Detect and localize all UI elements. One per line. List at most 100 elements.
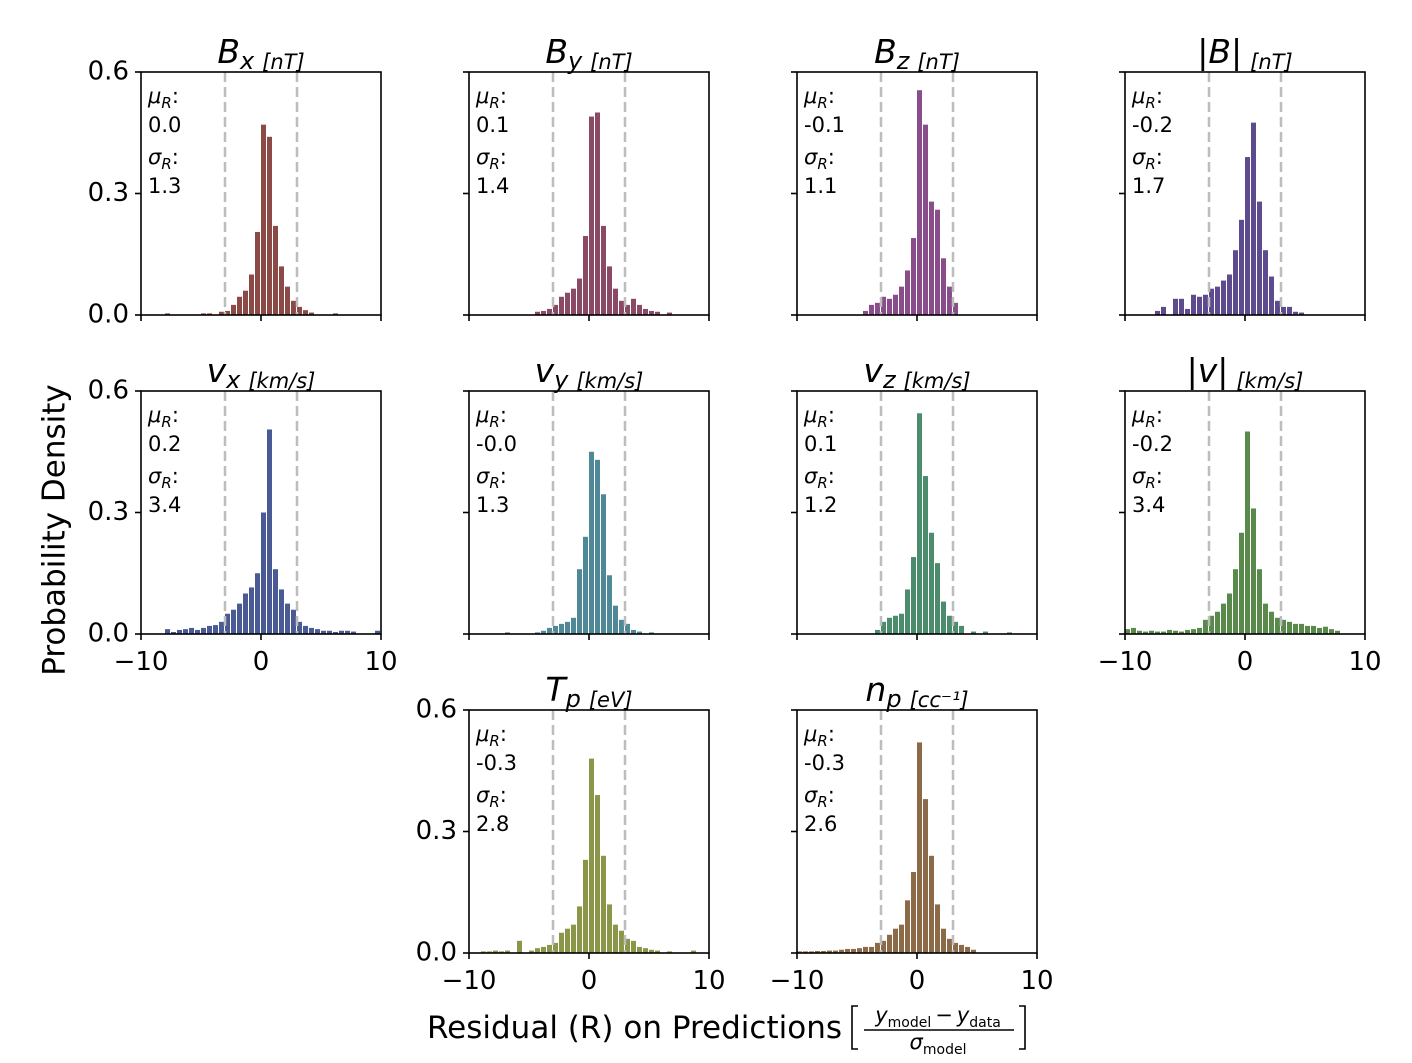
stats-annotation: μR:0.1σR:1.4: [475, 84, 509, 198]
sigma-colon: :: [500, 783, 507, 807]
histogram-bar: [1209, 288, 1214, 315]
histogram-bar: [971, 631, 976, 634]
histogram-bar: [649, 632, 654, 634]
histogram-bar: [637, 631, 642, 634]
histogram-bar: [1245, 157, 1250, 315]
histogram-bar: [691, 950, 696, 953]
histogram-bar: [625, 623, 630, 635]
histogram-bar: [345, 630, 350, 634]
histogram-bar: [571, 924, 576, 953]
sigma-label: σR:: [804, 464, 835, 492]
histogram-bar: [1185, 308, 1190, 315]
sigma-value: 1.3: [476, 493, 509, 517]
histogram-bar: [1179, 631, 1184, 634]
x-axis-label: Residual (R) on Predictions ymodel − ydata…: [427, 1003, 1026, 1058]
panel-2: Bz [nT]μR:-0.1σR:1.1: [791, 32, 1038, 321]
histogram-bar: [887, 934, 892, 953]
sigma-subscript: R: [817, 793, 827, 811]
histogram-bar: [821, 950, 826, 953]
x-tick-label: −10: [114, 647, 169, 677]
histogram-bar: [1191, 294, 1196, 315]
mu-subscript: R: [817, 413, 827, 431]
x-tick-label: 0: [253, 647, 270, 677]
histogram-bar: [1281, 306, 1286, 315]
mu-value: -0.2: [1132, 432, 1173, 456]
panel-title: Bx [nT]: [217, 32, 304, 75]
sigma-symbol: σ: [476, 783, 490, 807]
histogram-bar: [899, 924, 904, 953]
histogram-bar: [183, 629, 188, 634]
histogram-bar: [1155, 631, 1160, 634]
mu-symbol: μ: [1131, 403, 1145, 427]
histogram-bar: [547, 944, 552, 953]
mu-subscript: R: [1145, 413, 1155, 431]
histogram-bar: [851, 948, 856, 953]
mu-value: 0.1: [476, 113, 509, 137]
histogram-bar: [565, 292, 570, 315]
histogram-bar: [255, 573, 260, 634]
y-tick-label: 0.0: [416, 938, 457, 968]
histogram-bar: [1173, 298, 1178, 315]
sigma-subscript: R: [489, 793, 499, 811]
histogram-bar: [481, 951, 486, 953]
histogram-bar: [1293, 311, 1298, 315]
histogram-bar: [583, 859, 588, 953]
histogram-bar: [589, 451, 594, 634]
sigma-symbol: σ: [148, 464, 162, 488]
histogram-bar: [1215, 611, 1220, 634]
panel-title-subscript: x: [239, 47, 255, 75]
histogram-bars: [505, 451, 654, 635]
histogram-bar: [553, 942, 558, 954]
histogram-bar: [833, 950, 838, 953]
histogram-bar: [505, 632, 510, 634]
histogram-bar: [953, 302, 958, 315]
histogram-bar: [929, 201, 934, 315]
x-tick-label: 10: [1348, 647, 1381, 677]
histogram-bar: [1197, 296, 1202, 315]
histogram-bar: [911, 238, 916, 315]
histogram-bar: [923, 476, 928, 634]
histogram-bar: [565, 928, 570, 953]
sigma-subscript: R: [161, 474, 171, 492]
histogram-bar: [655, 311, 660, 315]
stats-annotation: μR:-0.0σR:1.3: [475, 403, 517, 517]
x-tick-label: −10: [442, 966, 497, 996]
histogram-bar: [279, 589, 284, 634]
formula-denominator: σmodel: [910, 1030, 967, 1058]
histogram-bar: [1263, 603, 1268, 635]
histogram-bars: [481, 758, 696, 954]
histogram-bar: [637, 304, 642, 316]
histogram-bar: [553, 304, 558, 316]
histogram-bar: [905, 589, 910, 634]
panel-0: Bx [nT]μR:0.0σR:1.30.00.30.6: [88, 32, 382, 330]
histogram-bar: [207, 625, 212, 634]
panel-title-subscript: x: [225, 366, 241, 394]
histogram-bars: [797, 742, 976, 954]
histogram-bar: [273, 225, 278, 315]
histogram-bar: [541, 310, 546, 315]
mu-symbol: μ: [1131, 84, 1145, 108]
histogram-bar: [1221, 603, 1226, 635]
histogram-bar: [803, 951, 808, 953]
histogram-bar: [881, 621, 886, 634]
sigma-colon: :: [500, 464, 507, 488]
panel-title-unit: [km/s]: [576, 369, 643, 393]
histogram-bar: [1233, 250, 1238, 315]
mu-value: 0.1: [804, 432, 837, 456]
histogram-bar: [237, 296, 242, 315]
sigma-subscript: R: [489, 155, 499, 173]
histogram-bar: [571, 617, 576, 634]
stats-annotation: μR:-0.1σR:1.1: [803, 84, 845, 198]
histogram-bar: [577, 278, 582, 315]
mu-symbol: μ: [147, 403, 161, 427]
histogram-bar: [1227, 593, 1232, 634]
histogram-bar: [601, 494, 606, 634]
mu-label: μR:: [803, 403, 835, 431]
histogram-bar: [911, 557, 916, 634]
panel-title-unit: [km/s]: [1236, 369, 1303, 393]
histogram-bar: [947, 615, 952, 634]
sigma-value: 1.2: [804, 493, 837, 517]
histogram-bar: [1203, 294, 1208, 315]
histogram-bar: [571, 288, 576, 315]
